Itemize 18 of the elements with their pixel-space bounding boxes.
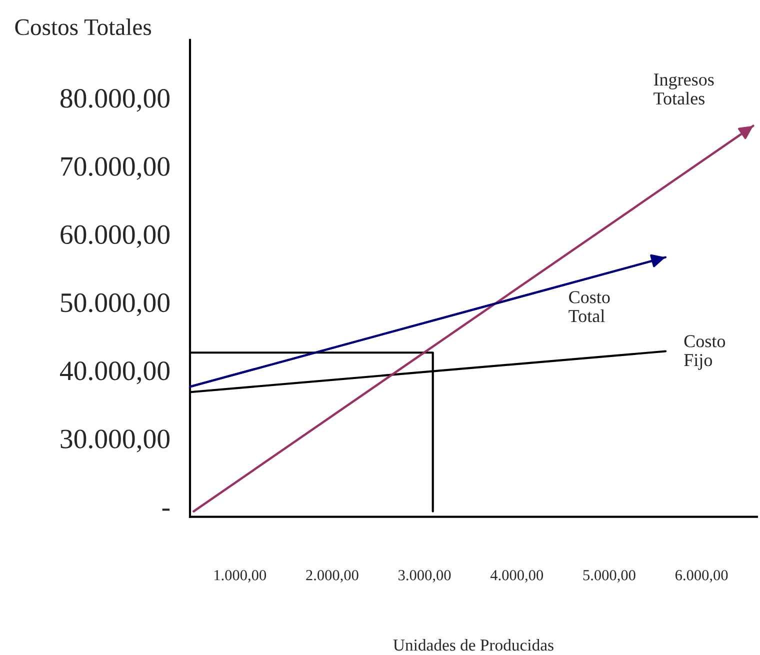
x-tick-label: 1.000,00 <box>214 570 266 583</box>
x-tick-label: 2.000,00 <box>306 570 358 583</box>
y-tick-label: - <box>162 508 170 511</box>
x-tick-label: 3.000,00 <box>398 570 451 583</box>
y-tick-label: 60.000,00 <box>60 225 170 248</box>
y-tick-label: 50.000,00 <box>61 293 170 316</box>
text: Ingresos Totales <box>654 74 714 105</box>
y-tick-label: 30.000,00 <box>60 430 170 452</box>
x-tick-label: 5.000,00 <box>583 570 636 583</box>
y-tick-label: 70.000,00 <box>61 157 170 180</box>
series-label: Costo Total <box>568 291 610 322</box>
y-tick-label: 40.000,00 <box>60 362 170 384</box>
y-axis-title: Costos Totales <box>15 18 152 36</box>
x-axis-title: Unidades de Producidas <box>393 638 554 651</box>
series-label: Costo Fijo <box>684 335 726 370</box>
y-tick-label: 80.000,00 <box>60 89 170 112</box>
x-tick-label: 6.000,00 <box>675 570 728 583</box>
x-tick-label: 4.000,00 <box>490 570 544 583</box>
